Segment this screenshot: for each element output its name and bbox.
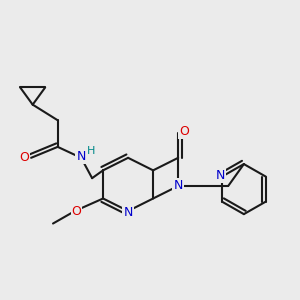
- Text: O: O: [71, 205, 81, 218]
- Text: O: O: [179, 125, 189, 138]
- Text: N: N: [173, 179, 183, 193]
- Text: N: N: [76, 150, 86, 163]
- Text: H: H: [87, 146, 95, 156]
- Text: O: O: [19, 151, 29, 164]
- Text: N: N: [216, 169, 225, 182]
- Text: N: N: [123, 206, 133, 219]
